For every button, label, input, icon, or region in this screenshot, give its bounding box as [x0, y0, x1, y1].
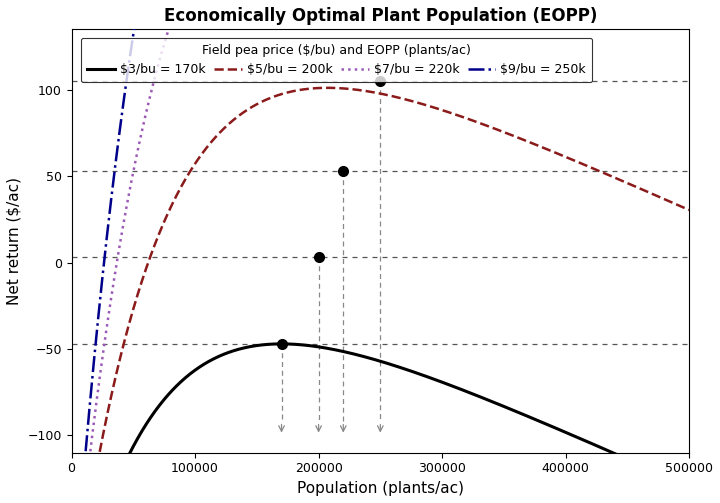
X-axis label: Population (plants/ac): Population (plants/ac)	[297, 481, 464, 496]
Y-axis label: Net return ($/ac): Net return ($/ac)	[7, 177, 22, 305]
Legend: $3/bu = 170k, $5/bu = 200k, $7/bu = 220k, $9/bu = 250k: $3/bu = 170k, $5/bu = 200k, $7/bu = 220k…	[81, 38, 593, 82]
Title: Economically Optimal Plant Population (EOPP): Economically Optimal Plant Population (E…	[163, 7, 597, 25]
